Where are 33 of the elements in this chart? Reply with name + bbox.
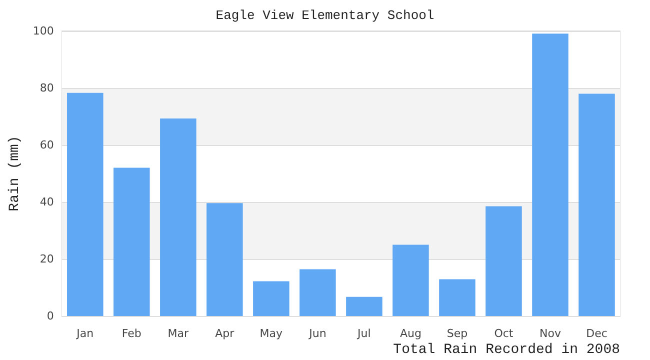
bar [67,92,104,316]
bar [392,244,429,316]
x-tick-label: Jan [76,327,94,340]
y-tick-label: 40 [40,196,54,208]
y-tick-label: 80 [40,82,54,94]
x-tick-label: May [260,327,284,340]
bar [486,206,522,316]
x-tick-label: Dec [586,327,608,340]
y-tick-label: 100 [32,24,54,38]
y-axis-title: Rain (mm) [7,136,23,212]
x-tick-label: Nov [540,327,562,340]
bar [578,94,615,316]
bar [206,203,243,316]
y-tick-label: 60 [40,138,54,152]
x-tick-label: Jul [356,327,371,340]
y-tick-label: 20 [40,252,54,266]
x-tick-label: Aug [400,327,422,340]
bar [439,279,476,316]
x-tick-label: Sep [446,327,468,340]
bar [114,168,150,316]
bar [160,118,196,316]
x-tick-label: Apr [215,327,235,340]
x-tick-label: Jun [308,327,326,340]
chart-title: Eagle View Elementary School [216,8,434,23]
y-tick-label: 0 [46,310,54,322]
bar [300,269,336,316]
x-tick-label: Mar [168,327,190,340]
x-tick-label: Feb [122,327,142,340]
bar [346,296,382,316]
bar [253,281,290,316]
x-axis-title: Total Rain Recorded in 2008 [393,342,620,358]
bar [532,34,568,316]
x-tick-label: Oct [494,327,514,340]
